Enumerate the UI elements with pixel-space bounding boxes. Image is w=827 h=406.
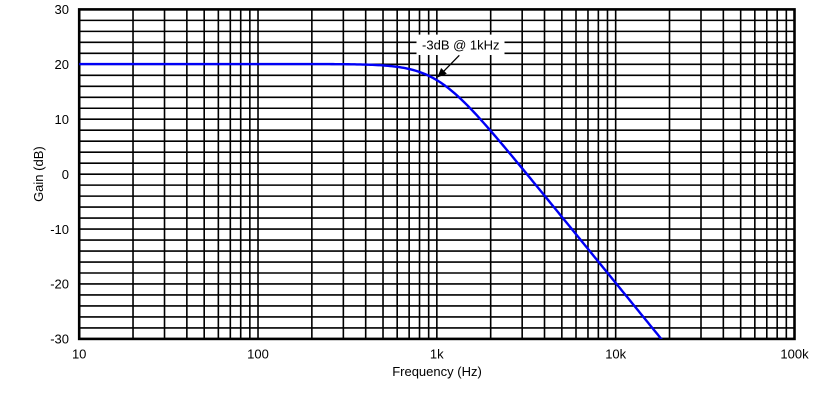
svg-text:Frequency (Hz): Frequency (Hz)	[392, 364, 482, 379]
svg-text:10: 10	[72, 346, 86, 361]
svg-text:-10: -10	[50, 222, 69, 237]
svg-text:100k: 100k	[780, 346, 809, 361]
svg-text:0: 0	[62, 167, 69, 182]
svg-text:-3dB @ 1kHz: -3dB @ 1kHz	[422, 37, 500, 52]
svg-text:-20: -20	[50, 277, 69, 292]
svg-text:-30: -30	[50, 332, 69, 347]
svg-text:10k: 10k	[605, 346, 626, 361]
svg-text:Gain (dB): Gain (dB)	[31, 146, 46, 202]
svg-text:10: 10	[55, 112, 69, 127]
svg-text:100: 100	[247, 346, 269, 361]
svg-text:1k: 1k	[430, 346, 444, 361]
svg-text:20: 20	[55, 57, 69, 72]
svg-text:30: 30	[55, 2, 69, 17]
